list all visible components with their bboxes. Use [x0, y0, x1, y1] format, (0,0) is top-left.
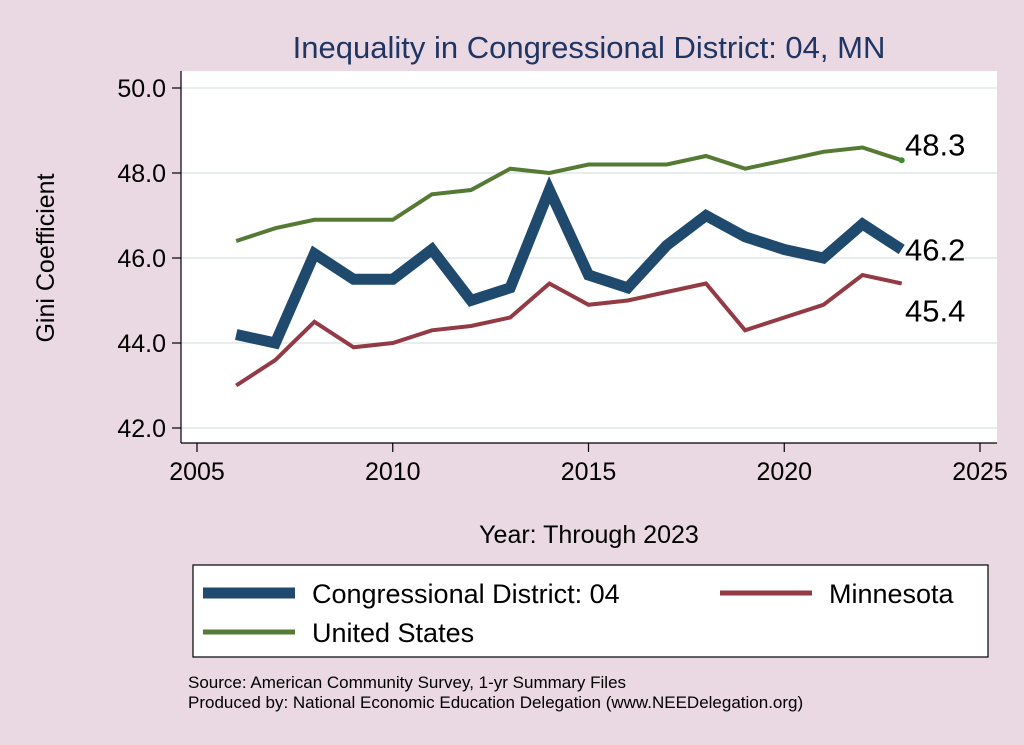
series-line-district	[235, 176, 905, 350]
y-tick-label: 50.0	[117, 75, 166, 103]
end-label-us: 48.3	[905, 127, 965, 162]
legend-label-district: Congressional District: 04	[312, 579, 620, 609]
legend-label-minnesota: Minnesota	[829, 579, 955, 609]
series-layer	[235, 145, 905, 388]
legend-box	[192, 564, 989, 658]
y-tick-label: 48.0	[117, 160, 166, 188]
y-tick-label: 42.0	[117, 415, 166, 443]
y-tick-label: 46.0	[117, 245, 166, 273]
x-tick-label: 2010	[365, 458, 421, 486]
source-line: Source: American Community Survey, 1-yr …	[188, 673, 626, 692]
series-line-minnesota	[235, 272, 903, 388]
legend-label-us: United States	[312, 618, 474, 648]
plot-area	[181, 71, 997, 443]
producer-line: Produced by: National Economic Education…	[188, 693, 803, 712]
y-axis-title: Gini Coefficient	[32, 173, 60, 342]
chart-title: Inequality in Congressional District: 04…	[293, 30, 886, 65]
x-axis-title: Year: Through 2023	[479, 521, 699, 549]
end-labels: 46.2 45.4 48.3	[905, 127, 965, 328]
us-end-marker	[898, 157, 905, 164]
end-label-district: 46.2	[905, 233, 965, 268]
x-tick-label: 2025	[952, 458, 1008, 486]
y-tick-label: 44.0	[117, 330, 166, 358]
x-tick-label: 2015	[561, 458, 617, 486]
x-tick-label: 2020	[756, 458, 812, 486]
ticks: 42.0 44.0 46.0 48.0 50.0 2005 2010 2015 2020 2025	[117, 75, 1007, 486]
end-label-minnesota: 45.4	[905, 294, 965, 329]
legend: Congressional District: 04 Minnesota Uni…	[192, 564, 989, 658]
x-tick-label: 2005	[169, 458, 225, 486]
series-line-us	[235, 145, 903, 243]
